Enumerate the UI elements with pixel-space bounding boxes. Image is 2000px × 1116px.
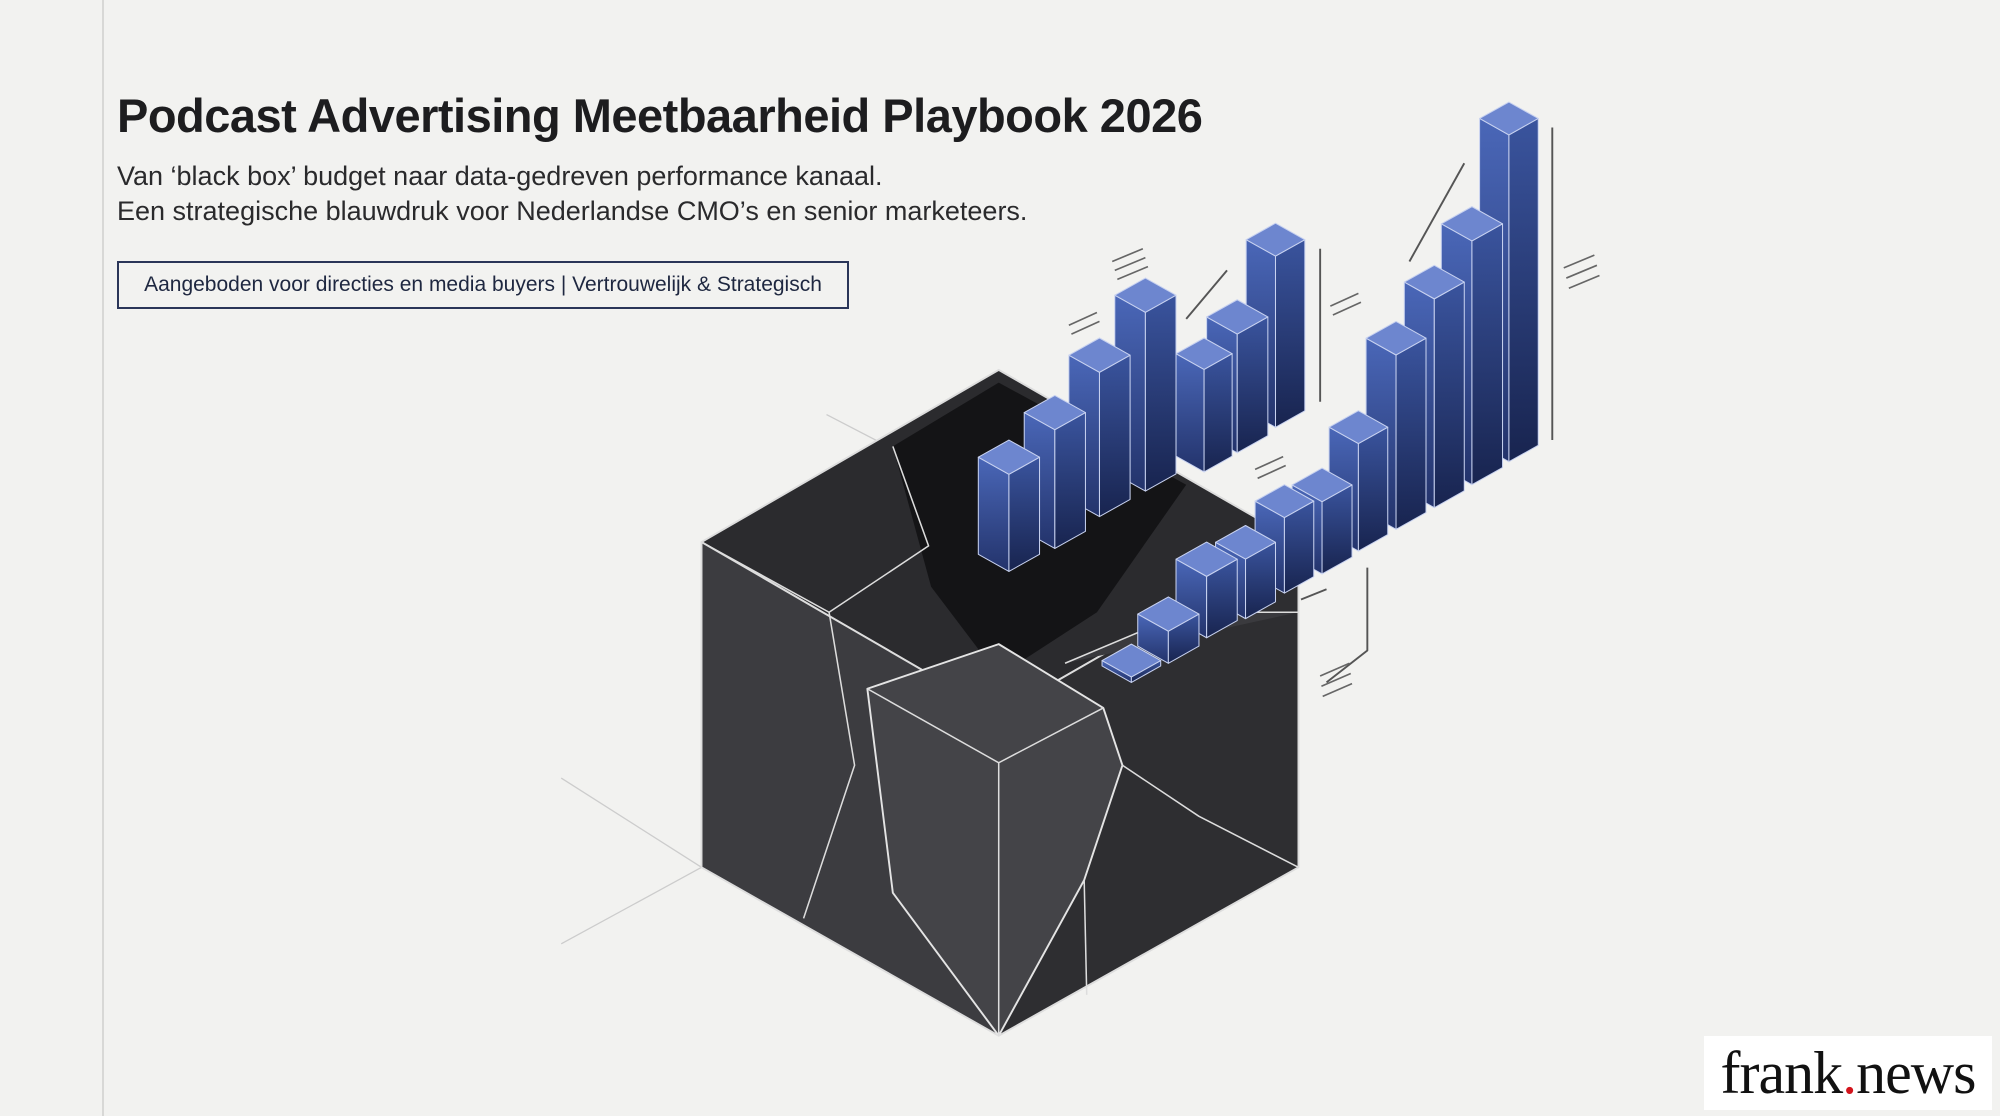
prism-face (1215, 524, 1277, 560)
prism-face (1068, 337, 1131, 373)
prism-face (1274, 239, 1306, 428)
prism-face (1101, 643, 1162, 678)
crack (701, 446, 930, 614)
prism-face (1203, 353, 1233, 473)
prism-face (1175, 541, 1238, 577)
subtitle-line: Van ‘black box’ budget naar data-gedreve… (117, 161, 883, 191)
subtitle-line: Een strategische blauwdruk voor Nederlan… (117, 196, 1028, 226)
crack (1122, 764, 1299, 869)
prism-face (1054, 412, 1086, 549)
tag-box: Aangeboden voor directies en media buyer… (117, 261, 849, 309)
logo-text: news (1856, 1040, 1976, 1106)
logo-dot: . (1842, 1040, 1857, 1106)
prism-face (1245, 222, 1306, 257)
crack (1083, 880, 1088, 995)
prism-face (1471, 223, 1504, 486)
logo-text: frank (1720, 1040, 1844, 1106)
guide-line (560, 777, 702, 868)
prism-face (1395, 337, 1427, 530)
prism-face (1508, 117, 1539, 463)
arrow (1300, 588, 1327, 601)
prism-face (1114, 277, 1177, 313)
prism-face (1206, 299, 1269, 335)
prism-face (1328, 410, 1389, 445)
prism-face (1440, 206, 1504, 242)
prism-face (1433, 281, 1465, 509)
prism-face (1365, 320, 1427, 356)
prism-face (1254, 484, 1315, 519)
prism-face (1023, 394, 1086, 431)
prism-face (1137, 596, 1200, 632)
arrow (1325, 567, 1369, 684)
logo: frank.news (1704, 1036, 1992, 1110)
prism-face (1236, 316, 1269, 454)
title: Podcast Advertising Meetbaarheid Playboo… (117, 89, 1203, 142)
crack (802, 612, 856, 919)
cube-shard (866, 643, 1124, 1037)
prism-face (977, 439, 1041, 475)
prism-face (1479, 101, 1539, 136)
prism-face (1175, 353, 1205, 473)
speed-lines (1068, 247, 1600, 698)
arrow (1408, 162, 1466, 262)
prism-face (1357, 426, 1389, 552)
prism-face (1144, 294, 1177, 492)
prism-face (1008, 456, 1041, 572)
guide-line (560, 866, 702, 945)
prism-face (1403, 264, 1465, 300)
prism-face (977, 456, 1010, 572)
prism-face (1175, 337, 1233, 370)
arrow (1185, 269, 1228, 320)
prism-face (1291, 467, 1353, 503)
margin-rule (102, 0, 104, 1116)
prism-face (1098, 354, 1131, 518)
